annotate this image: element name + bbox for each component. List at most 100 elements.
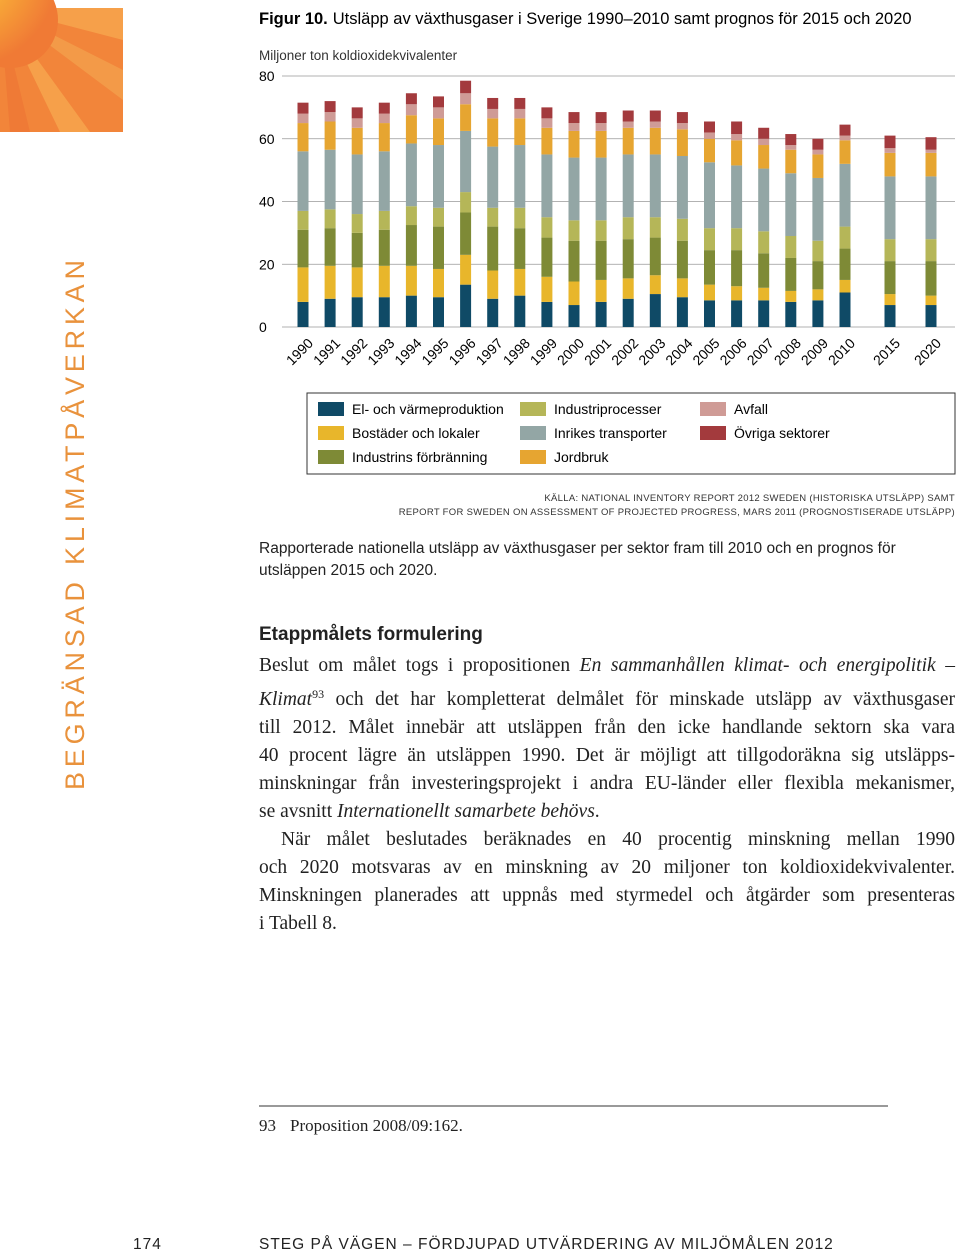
bar-segment <box>785 301 797 327</box>
bar-segment <box>433 226 444 269</box>
bar-segment <box>758 168 770 232</box>
bar-segment <box>925 137 937 150</box>
legend-swatch <box>318 450 344 464</box>
bar-segment <box>324 121 336 150</box>
source-line: REPORT FOR SWEDEN ON ASSESSMENT OF PROJE… <box>399 507 955 518</box>
bar-segment <box>839 163 851 227</box>
text-run: Internationellt samarbete behövs <box>337 801 595 822</box>
bar-segment <box>676 123 688 130</box>
bar-segment <box>676 112 688 124</box>
bar-segment <box>676 218 688 241</box>
bar-segment <box>433 268 444 298</box>
bar-segment <box>541 276 553 302</box>
bar-segment <box>378 229 390 266</box>
bar-segment <box>704 121 715 133</box>
bar-segment <box>812 149 824 155</box>
text-run: i Tabell 8. <box>259 913 337 934</box>
bar-segment <box>487 118 499 147</box>
bar-segment <box>839 248 851 280</box>
bar-segment <box>297 301 309 327</box>
x-tick-label: 2002 <box>608 335 641 368</box>
x-tick-label: 2006 <box>716 335 749 368</box>
bar-segment <box>704 132 715 139</box>
bar-segment <box>925 149 937 153</box>
bar-segment <box>595 112 607 124</box>
bar-segment <box>649 275 661 295</box>
bar-segment <box>568 112 580 124</box>
text-line: minskningar från investeringsprojekt i a… <box>259 770 955 798</box>
bar-segment <box>925 239 937 262</box>
bar-segment <box>731 165 743 229</box>
bar-segment <box>351 297 363 327</box>
bar-segment <box>785 236 797 258</box>
bar-segment <box>925 295 937 306</box>
legend-label: Jordbruk <box>554 449 609 465</box>
bar-segment <box>758 138 770 146</box>
bar-segment <box>351 232 363 268</box>
bar-segment <box>812 300 824 327</box>
bar-segment <box>460 284 472 327</box>
bar-segment <box>460 104 472 131</box>
bar-segment <box>297 229 309 268</box>
legend-label: El- och värmeproduktion <box>352 401 504 417</box>
source-line: KÄLLA: NATIONAL INVENTORY REPORT 2012 SW… <box>544 493 955 504</box>
bar-segment <box>595 240 607 280</box>
bar-segment <box>324 149 336 210</box>
x-tick-label: 2020 <box>911 335 944 368</box>
bar-segment <box>812 177 824 241</box>
bar-segment <box>649 217 661 238</box>
bar-segment <box>433 145 444 208</box>
bar-segment <box>925 152 937 177</box>
x-tick-label: 2015 <box>870 335 903 368</box>
text-run: . <box>594 801 600 822</box>
bar-segment <box>568 281 580 306</box>
text-run: Minskningen planerades att uppnås med st… <box>259 885 955 906</box>
bar-segment <box>514 145 526 208</box>
bar-segment <box>758 287 770 301</box>
legend-label: Industriprocesser <box>554 401 662 417</box>
text-line: När målet beslutades beräknades en 40 pr… <box>259 826 955 854</box>
text-line: och 2020 motsvaras av en minskning av 20… <box>259 854 955 882</box>
bar-segment <box>676 156 688 219</box>
bar-segment <box>378 102 390 114</box>
bar-segment <box>405 104 417 116</box>
bar-segment <box>487 97 499 109</box>
x-tick-label: 2005 <box>689 335 722 368</box>
bar-segment <box>405 206 417 226</box>
bar-segment <box>487 207 499 227</box>
bar-segment <box>731 250 743 287</box>
bar-segment <box>622 278 634 299</box>
bar-segment <box>351 107 363 119</box>
bar-segment <box>541 154 553 218</box>
bar-segment <box>758 145 770 169</box>
bar-segment <box>839 140 851 164</box>
bar-segment <box>649 110 661 122</box>
bar-segment <box>297 123 309 152</box>
bar-segment <box>460 130 472 193</box>
bar-segment <box>378 297 390 327</box>
bar-segment <box>839 279 851 293</box>
figure-label: Figur 10. <box>259 10 328 28</box>
bar-segment <box>785 149 797 174</box>
bar-segment <box>622 127 634 155</box>
bar-segment <box>378 265 390 298</box>
legend-swatch <box>700 402 726 416</box>
bar-segment <box>568 157 580 221</box>
bar-segment <box>378 113 390 124</box>
bar-segment <box>297 267 309 302</box>
legend-swatch <box>520 426 546 440</box>
x-tick-label: 2008 <box>771 335 804 368</box>
title: Utsläpp av växthusgaser i Sverige 1990–2… <box>333 10 912 28</box>
bar-segment <box>324 298 336 327</box>
x-tick-label: 1995 <box>418 335 451 368</box>
bar-segment <box>704 250 715 285</box>
bar-segment <box>731 228 743 251</box>
legend-box <box>306 392 956 475</box>
bar-segment <box>514 97 526 109</box>
bar-segment <box>405 265 417 296</box>
bar-segment <box>541 127 553 155</box>
x-tick-label: 2003 <box>635 335 668 368</box>
bar-segment <box>758 300 770 327</box>
text-run: till 2012. Målet innebär att utsläppen f… <box>259 717 955 738</box>
